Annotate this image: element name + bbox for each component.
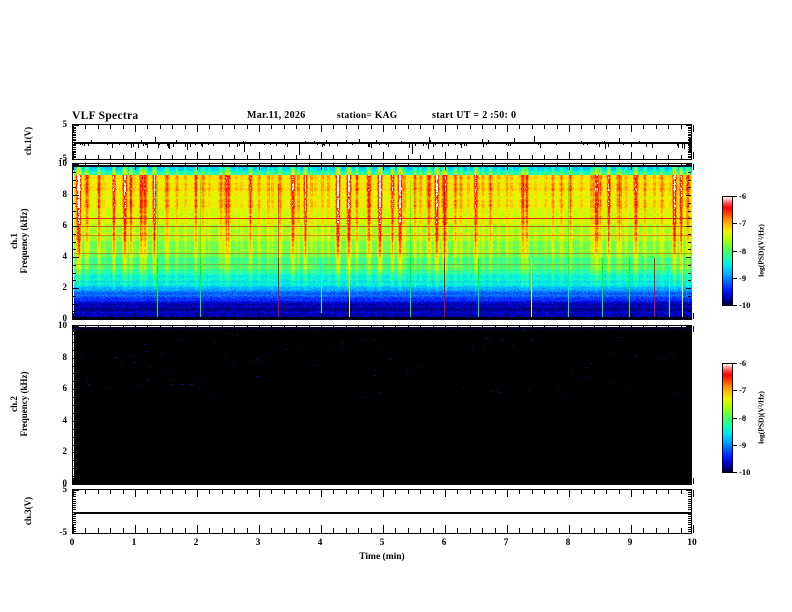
ch2-channel-axis-title: ch.2 xyxy=(9,396,19,412)
colorbar-ch1-tick-label: -6 xyxy=(739,191,747,201)
x-tick xyxy=(693,152,694,159)
y-tick-label: 2 xyxy=(62,446,68,456)
colorbar-ch1-gradient xyxy=(722,196,733,306)
x-tick-label: 3 xyxy=(255,538,261,548)
x-tick-label: 10 xyxy=(687,538,697,548)
colorbar-ch2-title: log(PSD)(V²/Hz) xyxy=(756,391,766,444)
y-tick-label: 0 xyxy=(62,478,68,488)
ch1-voltage-axis-title: ch.1(V) xyxy=(23,126,33,156)
x-axis-title: Time (min) xyxy=(359,552,405,562)
figure-header: VLF Spectra Mar.11, 2026 station= KAG start… xyxy=(72,109,692,123)
y-tick-label: -5 xyxy=(59,527,68,537)
colorbar-ch2-tick xyxy=(733,390,737,391)
colorbar-ch2-gradient xyxy=(722,363,733,473)
y-tick-label: 5 xyxy=(62,484,68,494)
panel-ch3-voltage xyxy=(72,489,694,534)
y-tick-label: 8 xyxy=(62,352,68,362)
x-tick-label: 9 xyxy=(627,538,633,548)
colorbar-ch2-tick xyxy=(733,418,737,419)
y-tick-label: 6 xyxy=(62,220,68,230)
colorbar-ch1-tick xyxy=(733,305,737,306)
y-tick-label: 6 xyxy=(62,383,68,393)
colorbar-ch1-tick-label: -10 xyxy=(739,300,751,310)
x-tick-label: 4 xyxy=(317,538,323,548)
panel-ch1-spectrogram xyxy=(72,163,694,320)
x-tick xyxy=(693,164,694,170)
x-tick-label: 6 xyxy=(441,538,447,548)
y-tick-label: 4 xyxy=(62,251,68,261)
figure-title: VLF Spectra xyxy=(72,110,139,122)
panel-ch2-spectrogram xyxy=(72,325,694,485)
colorbar-ch2-tick-label: -9 xyxy=(739,440,747,450)
x-tick xyxy=(693,313,694,319)
ch1-spectrogram-image xyxy=(74,165,692,320)
colorbar-ch2-tick xyxy=(733,445,737,446)
x-tick-label: 8 xyxy=(565,538,571,548)
x-tick-label: 2 xyxy=(193,538,199,548)
colorbar-ch2-tick xyxy=(733,363,737,364)
x-tick-label: 5 xyxy=(379,538,385,548)
ch1-frequency-axis-title: Frequency (kHz) xyxy=(19,207,29,274)
ch1-voltage-trace xyxy=(74,126,692,160)
colorbar-ch1-tick xyxy=(733,196,737,197)
x-tick xyxy=(693,326,694,332)
y-tick-label: 8 xyxy=(62,189,68,199)
x-tick xyxy=(693,490,694,497)
figure-start-ut: start UT = 2 :50: 0 xyxy=(432,110,517,121)
y-tick-label: 4 xyxy=(62,415,68,425)
colorbar-ch2-tick-label: -6 xyxy=(739,358,747,368)
x-tick xyxy=(693,125,694,132)
x-tick xyxy=(693,478,694,484)
colorbar-ch2-tick-label: -10 xyxy=(739,467,751,477)
y-tick-label: 10 xyxy=(58,320,67,330)
ch2-frequency-axis-title: Frequency (kHz) xyxy=(19,371,29,437)
y-tick-label: 10 xyxy=(58,158,67,168)
colorbar-ch1-tick xyxy=(733,251,737,252)
ch3-voltage-axis-title: ch.3(V) xyxy=(23,496,33,525)
colorbar-ch1-tick-label: -8 xyxy=(739,246,747,256)
panel-ch1-voltage xyxy=(72,124,694,160)
ch2-spectrogram-image xyxy=(74,327,692,485)
y-tick-label: 2 xyxy=(62,282,68,292)
ch3-voltage-trace xyxy=(74,491,692,534)
colorbar-ch2-tick-label: -7 xyxy=(739,385,747,395)
y-tick-label: 0 xyxy=(62,313,68,323)
colorbar-ch1-tick xyxy=(733,278,737,279)
colorbar-ch2-tick xyxy=(733,472,737,473)
colorbar-ch1-tick xyxy=(733,223,737,224)
figure-station: station= KAG xyxy=(337,111,398,121)
x-tick-label: 7 xyxy=(503,538,509,548)
figure-date: Mar.11, 2026 xyxy=(247,110,306,121)
colorbar-ch1-tick-label: -7 xyxy=(739,218,747,228)
ch1-channel-axis-title: ch.1 xyxy=(9,232,19,249)
x-tick xyxy=(693,525,694,533)
y-tick-label: -5 xyxy=(59,153,68,163)
colorbar-ch2-tick-label: -8 xyxy=(739,413,747,423)
colorbar-ch1-title: log(PSD)(V²/Hz) xyxy=(756,224,766,277)
colorbar-ch1-tick-label: -9 xyxy=(739,273,747,283)
x-tick-label: 0 xyxy=(69,538,75,548)
x-tick-label: 1 xyxy=(131,538,137,548)
y-tick-label: 5 xyxy=(62,119,68,129)
